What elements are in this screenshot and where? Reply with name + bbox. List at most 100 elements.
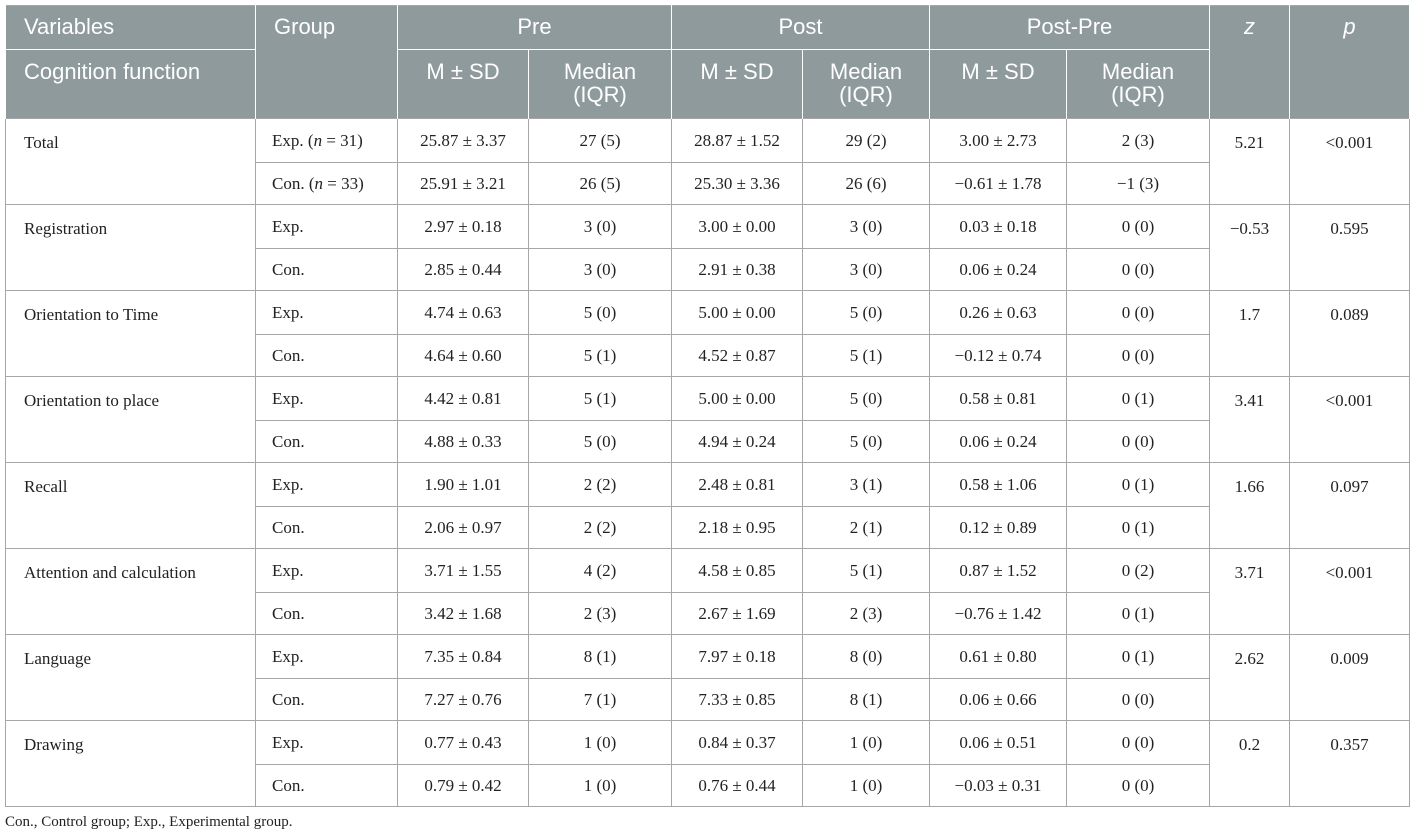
- table-row: Orientation to place Exp. 4.42 ± 0.81 5 (1)…: [5, 376, 1410, 463]
- post-median-cell: 5 (0): [802, 420, 930, 463]
- post-median-cell: 5 (1): [802, 334, 930, 377]
- diff-median-cell: 0 (1): [1066, 376, 1210, 421]
- diff-msd-cell: 0.06 ± 0.24: [929, 420, 1067, 463]
- p-cell: <0.001: [1289, 118, 1410, 205]
- group-label: Exp.: [272, 130, 304, 150]
- header-cognition-function: Cognition function: [5, 49, 256, 119]
- group-cell: Con.: [255, 420, 398, 463]
- variable-cell: Language: [5, 634, 256, 721]
- variable-cell: Attention and calculation: [5, 548, 256, 635]
- table-row: Drawing Exp. 0.77 ± 0.43 1 (0) 0.84 ± 0.37 1 …: [5, 720, 1410, 807]
- pre-median-cell: 5 (0): [528, 290, 672, 335]
- z-cell: 5.21: [1209, 118, 1290, 205]
- post-msd-cell: 7.97 ± 0.18: [671, 634, 803, 679]
- table-row: Con. 3.42 ± 1.68 2 (3) 2.67 ± 1.69 2 (3) −0.7…: [6, 592, 1410, 635]
- diff-msd-cell: 0.12 ± 0.89: [929, 506, 1067, 549]
- header-diff-median: Median (IQR): [1066, 49, 1210, 119]
- p-cell: 0.009: [1289, 634, 1410, 721]
- z-cell: 3.41: [1209, 376, 1290, 463]
- header-post: Post: [671, 5, 930, 50]
- pre-msd-cell: 2.85 ± 0.44: [397, 248, 529, 291]
- diff-msd-cell: 0.58 ± 1.06: [929, 462, 1067, 507]
- pre-median-cell: 1 (0): [528, 764, 672, 807]
- group-label: Con.: [272, 173, 305, 193]
- post-msd-cell: 0.76 ± 0.44: [671, 764, 803, 807]
- pre-median-cell: 2 (2): [528, 506, 672, 549]
- diff-msd-cell: 0.06 ± 0.51: [929, 720, 1067, 765]
- pre-median-cell: 5 (0): [528, 420, 672, 463]
- z-cell: 1.66: [1209, 462, 1290, 549]
- pre-median-cell: 5 (1): [528, 376, 672, 421]
- group-cell: Con.: [255, 678, 398, 721]
- diff-msd-cell: 0.06 ± 0.66: [929, 678, 1067, 721]
- post-msd-cell: 2.67 ± 1.69: [671, 592, 803, 635]
- pre-msd-cell: 1.90 ± 1.01: [397, 462, 529, 507]
- group-cell: Exp.: [255, 376, 398, 421]
- variable-cell: Orientation to place: [5, 376, 256, 463]
- post-msd-cell: 2.48 ± 0.81: [671, 462, 803, 507]
- pre-median-cell: 3 (0): [528, 204, 672, 249]
- group-label: Exp.: [272, 216, 304, 236]
- table-footnote: Con., Control group; Exp., Experimental …: [5, 814, 293, 830]
- group-label: Exp.: [272, 302, 304, 322]
- pre-msd-cell: 7.27 ± 0.76: [397, 678, 529, 721]
- pre-median-cell: 1 (0): [528, 720, 672, 765]
- z-cell: 2.62: [1209, 634, 1290, 721]
- pre-msd-cell: 7.35 ± 0.84: [397, 634, 529, 679]
- results-table-container: Variables Group Pre Post Post-Pre z p Co…: [5, 5, 1410, 807]
- diff-median-cell: 0 (0): [1066, 334, 1210, 377]
- header-row-2: Cognition function M ± SD Median (IQR) M …: [5, 49, 1410, 119]
- post-msd-cell: 4.58 ± 0.85: [671, 548, 803, 593]
- post-msd-cell: 2.91 ± 0.38: [671, 248, 803, 291]
- group-cell: Con.: [255, 506, 398, 549]
- pre-msd-cell: 2.06 ± 0.97: [397, 506, 529, 549]
- group-cell: Exp.: [255, 462, 398, 507]
- group-cell: Exp.: [255, 720, 398, 765]
- group-cell: Con.: [255, 592, 398, 635]
- header-pre: Pre: [397, 5, 672, 50]
- group-n: 33: [341, 173, 359, 193]
- group-cell: Exp.: [255, 204, 398, 249]
- header-row-1: Variables Group Pre Post Post-Pre z p: [5, 5, 1410, 119]
- post-msd-cell: 5.00 ± 0.00: [671, 290, 803, 335]
- post-median-cell: 5 (0): [802, 376, 930, 421]
- table-row: Total Exp. (n = 31) 25.87 ± 3.37 27 (5) 28.8…: [5, 118, 1410, 205]
- pre-msd-cell: 25.87 ± 3.37: [397, 118, 529, 163]
- header-post-pre: Post-Pre: [929, 5, 1210, 50]
- diff-msd-cell: 0.06 ± 0.24: [929, 248, 1067, 291]
- diff-msd-cell: −0.61 ± 1.78: [929, 162, 1067, 205]
- group-label: Con.: [272, 259, 305, 279]
- group-label: Con.: [272, 431, 305, 451]
- diff-median-cell: 0 (0): [1066, 204, 1210, 249]
- table-row: Attention and calculation Exp. 3.71 ± 1.55…: [5, 548, 1410, 635]
- header-post-msd: M ± SD: [671, 49, 803, 119]
- post-median-cell: 5 (1): [802, 548, 930, 593]
- post-msd-cell: 4.52 ± 0.87: [671, 334, 803, 377]
- variable-cell: Recall: [5, 462, 256, 549]
- pre-median-cell: 26 (5): [528, 162, 672, 205]
- table-row: Recall Exp. 1.90 ± 1.01 2 (2) 2.48 ± 0.81 3 (…: [5, 462, 1410, 549]
- post-msd-cell: 2.18 ± 0.95: [671, 506, 803, 549]
- diff-msd-cell: 0.03 ± 0.18: [929, 204, 1067, 249]
- diff-median-cell: 0 (0): [1066, 420, 1210, 463]
- results-table: Variables Group Pre Post Post-Pre z p Co…: [5, 5, 1410, 807]
- group-cell: Con.: [255, 764, 398, 807]
- header-z: z: [1209, 5, 1290, 119]
- group-cell: Exp.: [255, 634, 398, 679]
- p-cell: <0.001: [1289, 548, 1410, 635]
- diff-msd-cell: −0.76 ± 1.42: [929, 592, 1067, 635]
- group-cell: Exp.: [255, 548, 398, 593]
- group-cell: Exp. (n = 31): [255, 118, 398, 163]
- pre-msd-cell: 3.42 ± 1.68: [397, 592, 529, 635]
- pre-median-cell: 7 (1): [528, 678, 672, 721]
- diff-median-cell: 0 (1): [1066, 506, 1210, 549]
- pre-median-cell: 4 (2): [528, 548, 672, 593]
- diff-median-cell: 0 (0): [1066, 764, 1210, 807]
- p-cell: 0.089: [1289, 290, 1410, 377]
- post-median-cell: 26 (6): [802, 162, 930, 205]
- diff-msd-cell: 0.58 ± 0.81: [929, 376, 1067, 421]
- header-group: Group: [255, 5, 398, 119]
- group-n: 31: [340, 130, 358, 150]
- pre-msd-cell: 4.42 ± 0.81: [397, 376, 529, 421]
- header-p: p: [1289, 5, 1410, 119]
